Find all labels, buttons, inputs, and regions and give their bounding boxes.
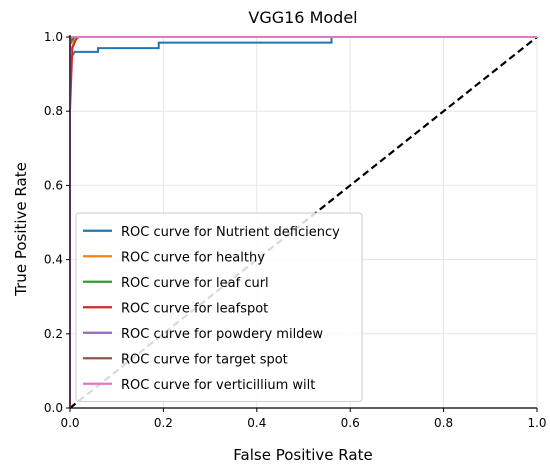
legend-label-1: ROC curve for healthy — [121, 250, 265, 265]
legend-label-3: ROC curve for leafspot — [121, 301, 268, 316]
y-axis-label: True Positive Rate — [12, 162, 30, 297]
x-ticks: 0.0 0.2 0.4 0.6 0.8 1.0 — [60, 408, 547, 430]
y-tick-label-4: 0.8 — [44, 104, 63, 118]
y-tick-label-5: 1.0 — [44, 30, 63, 44]
legend-label-2: ROC curve for leaf curl — [121, 276, 269, 291]
chart-title: VGG16 Model — [248, 8, 357, 27]
y-tick-label-2: 0.4 — [44, 253, 63, 267]
x-tick-label-1: 0.2 — [154, 416, 173, 430]
legend: ROC curve for Nutrient deficiency ROC cur… — [75, 212, 363, 402]
y-tick-label-1: 0.2 — [44, 327, 63, 341]
legend-label-5: ROC curve for target spot — [121, 352, 288, 367]
y-ticks: 0.0 0.2 0.4 0.6 0.8 1.0 — [44, 30, 70, 415]
x-tick-label-0: 0.0 — [60, 416, 79, 430]
legend-label-6: ROC curve for verticillium wilt — [121, 378, 315, 393]
x-tick-label-2: 0.4 — [247, 416, 266, 430]
legend-label-0: ROC curve for Nutrient deficiency — [121, 225, 340, 240]
x-tick-label-5: 1.0 — [527, 416, 546, 430]
y-tick-label-3: 0.6 — [44, 178, 63, 192]
x-axis-label: False Positive Rate — [233, 446, 372, 464]
legend-box — [75, 212, 363, 402]
y-tick-label-0: 0.0 — [44, 401, 63, 415]
legend-label-4: ROC curve for powdery mildew — [121, 327, 323, 342]
x-tick-label-3: 0.6 — [341, 416, 360, 430]
x-tick-label-4: 0.8 — [434, 416, 453, 430]
